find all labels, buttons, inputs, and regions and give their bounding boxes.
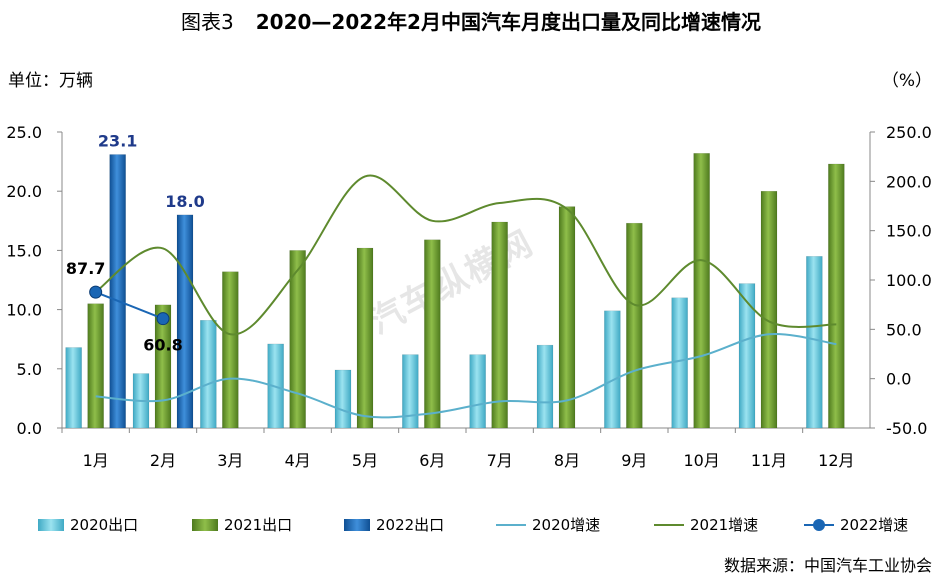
- legend-item-2021-export: 2021出口: [192, 514, 292, 535]
- x-tick-label: 10月: [683, 451, 719, 470]
- bar-2020-export: [469, 354, 486, 429]
- x-tick-label: 2月: [150, 451, 176, 470]
- legend-item-2020-export: 2020出口: [38, 514, 138, 535]
- left-tick-label: 25.0: [6, 123, 42, 142]
- data-label-2022-export: 18.0: [165, 192, 204, 211]
- left-tick-label: 0.0: [17, 419, 42, 438]
- x-tick-label: 1月: [83, 451, 109, 470]
- bar-2021-export: [424, 239, 441, 429]
- right-tick-label: 50.0: [886, 320, 922, 339]
- bar-2021-export: [626, 222, 643, 429]
- bar-2021-export: [491, 221, 508, 429]
- bar-2020-export: [738, 283, 756, 429]
- left-axis-unit: 单位：万辆: [8, 71, 93, 91]
- bar-2021-export: [693, 153, 710, 429]
- left-tick-label: 15.0: [6, 241, 42, 260]
- x-tick-label: 8月: [554, 451, 580, 470]
- legend-marker: [813, 518, 825, 531]
- legend-item-2021-growth: 2021增速: [654, 514, 758, 535]
- data-label-2022-growth: 60.8: [143, 336, 182, 355]
- chart-title: 图表3 2020—2022年2月中国汽车月度出口量及同比增速情况: [0, 6, 942, 35]
- x-tick-label: 7月: [487, 451, 513, 470]
- bar-2020-export: [402, 354, 419, 429]
- legend-swatch-2021-export: [192, 518, 218, 531]
- legend-label: 2020出口: [70, 516, 139, 534]
- bar-2022-export: [109, 154, 126, 429]
- bar-2020-export: [65, 347, 82, 429]
- right-tick-label: 100.0: [886, 271, 932, 290]
- bar-2021-export: [828, 163, 845, 429]
- title-main: 2020—2022年2月中国汽车月度出口量及同比增速情况: [255, 10, 761, 34]
- right-tick-label: 200.0: [886, 172, 932, 191]
- line-2021-growth: [95, 174, 837, 336]
- x-tick-label: 9月: [621, 451, 647, 470]
- right-tick-label: 0.0: [886, 370, 911, 389]
- legend-item-2020-growth: 2020增速: [496, 514, 600, 535]
- legend-item-2022-export: 2022出口: [344, 514, 444, 535]
- left-tick-label: 10.0: [6, 301, 42, 320]
- data-source: 数据来源：中国汽车工业协会: [723, 556, 932, 575]
- x-tick-label: 6月: [419, 451, 445, 470]
- line-2020-growth: [95, 333, 837, 419]
- bar-2020-export: [200, 320, 217, 429]
- right-tick-label: 250.0: [886, 123, 932, 142]
- line-2022-growth: [95, 291, 164, 320]
- bar-2021-export: [289, 250, 306, 429]
- x-tick-label: 4月: [285, 451, 311, 470]
- bar-2021-export: [760, 190, 778, 429]
- x-tick-label: 11月: [751, 451, 787, 470]
- bar-2021-export: [558, 206, 576, 429]
- legend-label: 2020增速: [532, 516, 601, 534]
- legend: 2020出口 2021出口 2022出口 2020增速 2021增速 2022增…: [0, 514, 942, 540]
- legend-swatch-2022-export: [344, 518, 370, 531]
- bar-2021-export: [222, 271, 239, 429]
- bar-2020-export: [536, 344, 554, 429]
- bar-2021-export: [356, 247, 374, 429]
- data-label-2022-growth: 87.7: [66, 259, 105, 278]
- legend-item-2022-growth: 2022增速: [804, 514, 908, 535]
- legend-label: 2021增速: [690, 516, 759, 534]
- legend-label: 2022增速: [840, 516, 909, 534]
- data-label-2022-export: 23.1: [98, 131, 137, 150]
- legend-swatch-2022-growth: [804, 518, 834, 531]
- right-axis-unit: （%）: [881, 71, 932, 91]
- legend-swatch-2020-growth: [496, 523, 526, 526]
- legend-label: 2022出口: [376, 516, 445, 534]
- bar-2020-export: [334, 369, 352, 429]
- x-tick-label: 3月: [217, 451, 243, 470]
- x-tick-label: 12月: [818, 451, 854, 470]
- bar-2020-export: [806, 256, 823, 429]
- legend-swatch-2020-export: [38, 518, 64, 531]
- bar-2022-export: [176, 214, 194, 429]
- title-prefix: 图表3: [181, 10, 234, 34]
- x-tick-label: 5月: [352, 451, 378, 470]
- left-tick-label: 20.0: [6, 182, 42, 201]
- bar-2020-export: [671, 297, 688, 429]
- right-tick-label: 150.0: [886, 222, 932, 241]
- bar-2021-export: [154, 304, 172, 429]
- bar-2020-export: [604, 310, 621, 429]
- marker-2022-growth: [89, 285, 103, 299]
- bar-2021-export: [87, 303, 104, 429]
- left-tick-label: 5.0: [17, 360, 42, 379]
- right-tick-label: -50.0: [886, 419, 927, 438]
- legend-label: 2021出口: [224, 516, 293, 534]
- legend-swatch-2021-growth: [654, 523, 684, 526]
- marker-2022-growth: [156, 312, 170, 326]
